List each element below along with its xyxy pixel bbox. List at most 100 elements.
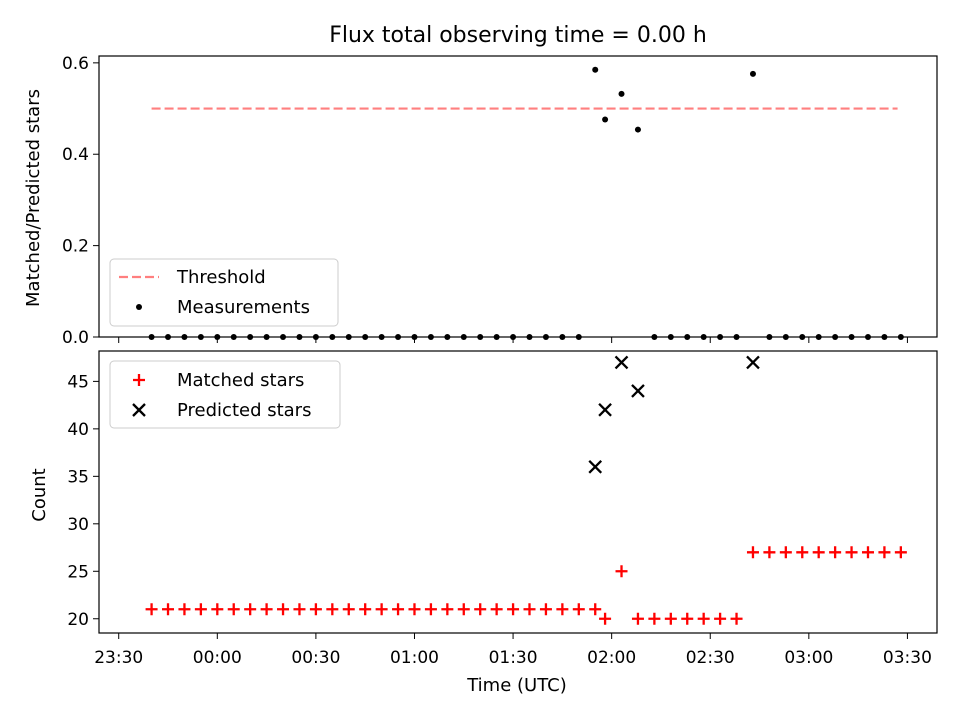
measurement-point bbox=[634, 126, 641, 133]
top-y-tick-label: 0.2 bbox=[62, 237, 89, 257]
matched-star-point bbox=[894, 546, 907, 559]
matched-star-point bbox=[589, 603, 602, 616]
measurement-point bbox=[329, 334, 336, 340]
predicted-star-point bbox=[631, 384, 645, 398]
bottom-y-tick-label: 40 bbox=[67, 420, 89, 440]
predicted-star-point bbox=[746, 355, 760, 370]
matched-star-point bbox=[829, 546, 842, 559]
matched-star-point bbox=[260, 603, 273, 616]
matched-star-point bbox=[309, 603, 322, 616]
measurement-point bbox=[444, 334, 451, 340]
measurement-point bbox=[510, 334, 517, 340]
matched-star-point bbox=[507, 603, 520, 616]
legend-matched-label: Matched stars bbox=[177, 370, 304, 391]
bottom-y-axis-label: Count bbox=[29, 468, 50, 521]
bottom-y-tick-label: 25 bbox=[67, 562, 89, 582]
matched-star-point bbox=[812, 546, 825, 559]
measurement-point bbox=[427, 334, 434, 340]
measurement-point bbox=[651, 334, 658, 340]
bottom-y-tick-label: 20 bbox=[67, 610, 89, 630]
measurement-point bbox=[280, 334, 287, 340]
matched-star-point bbox=[572, 603, 585, 616]
legend-predicted-swatch bbox=[132, 403, 146, 417]
top-y-tick-label: 0.4 bbox=[62, 145, 89, 165]
matched-star-point bbox=[457, 603, 470, 616]
measurement-point bbox=[263, 334, 270, 340]
predicted-star-point bbox=[598, 403, 612, 417]
matched-star-point bbox=[424, 603, 437, 616]
matched-star-point bbox=[779, 546, 792, 559]
matched-star-point bbox=[490, 603, 503, 616]
matched-star-point bbox=[392, 603, 405, 616]
matched-star-point bbox=[145, 603, 158, 616]
bottom-plot-area: 20 25 30 35 40 45 23:30 00:00 00:30 01:00 01:30 02:… bbox=[67, 350, 938, 668]
measurement-point bbox=[700, 334, 707, 340]
measurement-point bbox=[832, 334, 839, 340]
measurement-point bbox=[165, 334, 172, 340]
legend-threshold-label: Threshold bbox=[176, 267, 266, 288]
measurement-point bbox=[575, 334, 582, 340]
bottom-y-tick-label: 45 bbox=[67, 372, 89, 392]
bottom-y-tick-label: 30 bbox=[67, 515, 89, 535]
x-tick-label: 03:00 bbox=[784, 648, 833, 668]
measurement-point bbox=[602, 116, 609, 123]
measurement-point bbox=[197, 334, 204, 340]
matched-star-point bbox=[681, 612, 694, 625]
matched-star-point bbox=[359, 603, 372, 616]
matched-star-point bbox=[845, 546, 858, 559]
bottom-legend-box bbox=[109, 360, 341, 429]
x-tick-label: 01:30 bbox=[489, 648, 538, 668]
x-tick-label: 03:30 bbox=[883, 648, 932, 668]
measurement-point bbox=[477, 334, 484, 340]
x-tick-label: 00:00 bbox=[193, 648, 242, 668]
measurement-point bbox=[362, 334, 369, 340]
chart-title: Flux total observing time = 0.00 h bbox=[329, 23, 707, 48]
measurement-point bbox=[667, 334, 674, 340]
x-tick-label: 02:30 bbox=[686, 648, 735, 668]
top-plot-area: 0.0 0.2 0.4 0.6 Threshold Measurements bbox=[62, 54, 938, 348]
matched-star-point bbox=[631, 612, 644, 625]
measurement-point bbox=[749, 70, 756, 77]
measurement-point bbox=[345, 334, 352, 340]
predicted-star-point bbox=[614, 355, 629, 370]
measurement-point bbox=[782, 334, 789, 340]
measurement-point bbox=[848, 334, 855, 340]
matched-star-point bbox=[211, 603, 224, 616]
bottom-y-tick-label: 35 bbox=[67, 467, 89, 487]
measurement-point bbox=[460, 334, 467, 340]
measurement-point bbox=[378, 334, 385, 340]
measurement-point bbox=[411, 334, 418, 340]
measurement-point bbox=[312, 334, 319, 340]
matched-star-point bbox=[556, 603, 569, 616]
top-y-tick-label: 0.0 bbox=[62, 328, 89, 348]
x-axis-label: Time (UTC) bbox=[466, 675, 567, 696]
measurement-point bbox=[230, 334, 237, 340]
matched-star-point bbox=[697, 612, 710, 625]
matched-star-point bbox=[861, 546, 874, 559]
measurement-point bbox=[717, 334, 724, 340]
measurement-point bbox=[684, 334, 691, 340]
matched-star-point bbox=[244, 603, 257, 616]
measurement-point bbox=[542, 334, 549, 340]
measurement-point bbox=[526, 334, 533, 340]
matched-star-point bbox=[539, 603, 552, 616]
measurement-point bbox=[733, 334, 740, 340]
measurement-point bbox=[897, 334, 904, 340]
measurement-point bbox=[799, 334, 806, 340]
top-legend-box bbox=[109, 258, 339, 327]
measurement-point bbox=[214, 334, 221, 340]
measurement-point bbox=[395, 334, 402, 340]
matched-star-point bbox=[375, 603, 388, 616]
top-plot-frame bbox=[98, 55, 938, 338]
matched-star-point bbox=[648, 612, 661, 625]
legend-measurements-swatch bbox=[136, 304, 142, 310]
x-tick-label: 00:30 bbox=[291, 648, 340, 668]
matched-star-point bbox=[326, 603, 339, 616]
x-tick-label: 01:00 bbox=[390, 648, 439, 668]
predicted-star-point bbox=[588, 460, 603, 474]
measurement-point bbox=[864, 334, 871, 340]
matched-star-point bbox=[615, 565, 628, 578]
matched-star-point bbox=[730, 612, 743, 625]
